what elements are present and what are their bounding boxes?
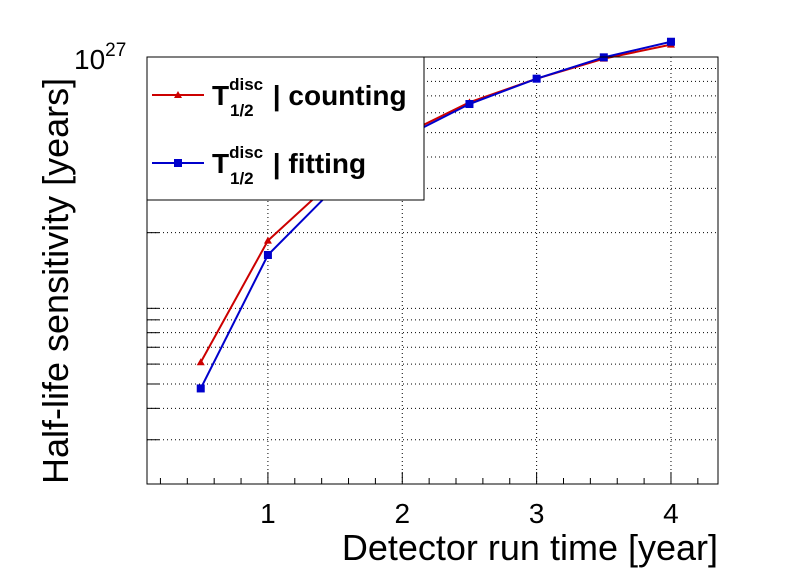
data-point-square	[263, 250, 272, 259]
data-point-triangle	[196, 358, 205, 366]
data-point-square	[196, 384, 205, 393]
x-tick-label: 2	[394, 498, 410, 529]
x-tick-labels: 1 2 3 4	[260, 498, 679, 529]
y-axis-label: Half-life sensitivity [years]	[35, 78, 76, 484]
data-point-square	[465, 100, 474, 109]
series-line	[199, 40, 672, 389]
legend-box	[146, 56, 425, 201]
x-tick-label: 1	[260, 498, 276, 529]
data-point-square	[666, 37, 675, 46]
legend: Tdisc 1/2 | counting Tdisc 1/2 | fitting	[146, 56, 425, 201]
legend-entry-counting: Tdisc 1/2 | counting	[152, 75, 407, 120]
y-top-tick-label: 1027	[74, 40, 126, 75]
legend-entry-fitting: Tdisc 1/2 | fitting	[152, 143, 366, 188]
x-tick-label: 3	[529, 498, 545, 529]
legend-label-fitting: Tdisc 1/2 | fitting	[212, 143, 366, 188]
series-line	[199, 43, 672, 363]
legend-label-counting: Tdisc 1/2 | counting	[212, 75, 407, 120]
x-tick-label: 4	[663, 498, 679, 529]
legend-marker-square	[174, 159, 182, 167]
series-layer	[196, 37, 675, 393]
data-point-triangle	[263, 236, 272, 244]
plot-frame	[146, 56, 719, 485]
legend-marker-triangle	[174, 91, 182, 98]
x-axis-label: Detector run time [year]	[342, 527, 718, 568]
data-point-square	[532, 74, 541, 83]
